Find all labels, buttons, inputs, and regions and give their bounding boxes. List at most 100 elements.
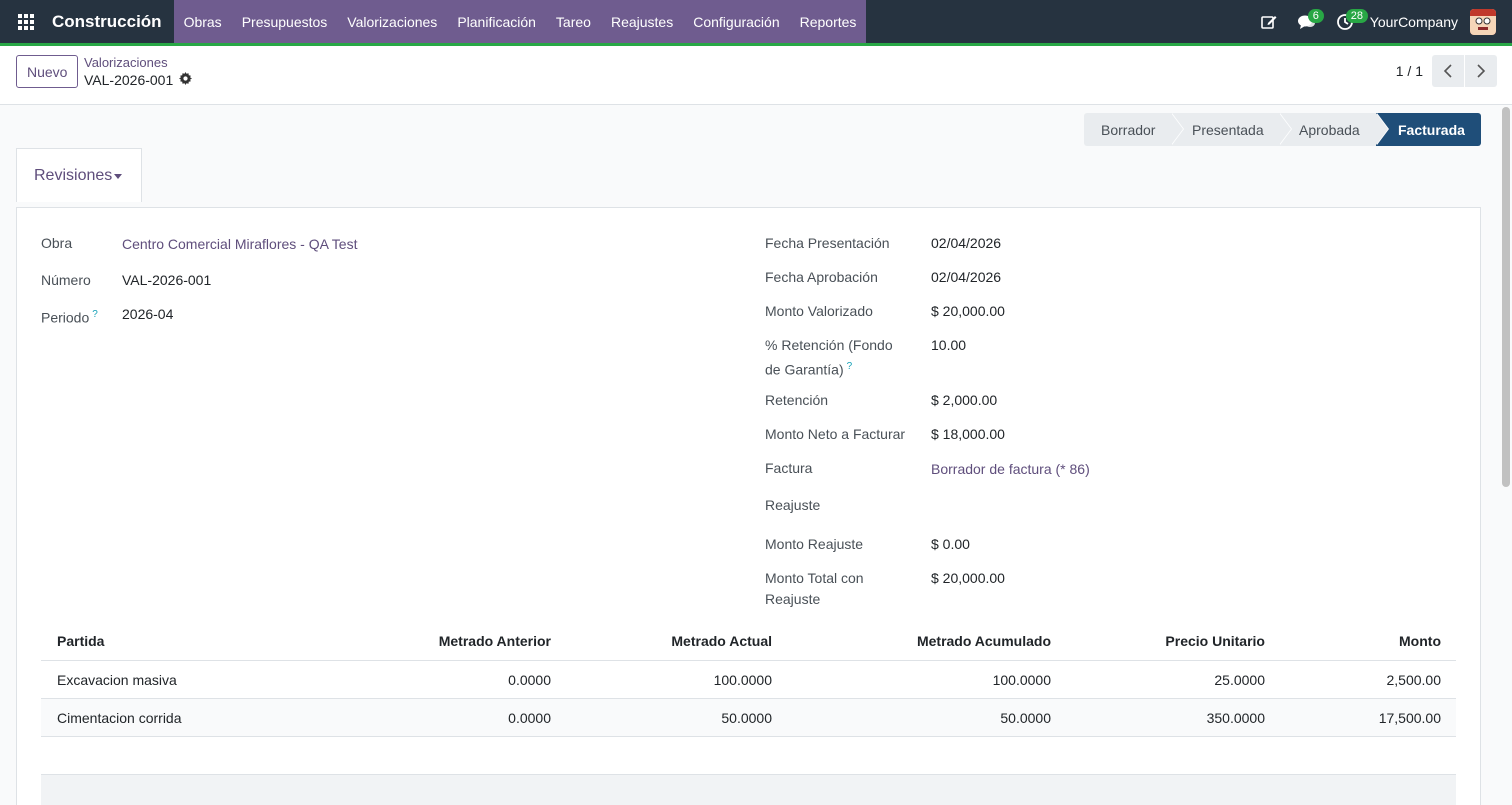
help-icon[interactable]: ? bbox=[92, 309, 98, 320]
revisiones-dropdown[interactable]: Revisiones bbox=[16, 148, 142, 202]
pager-next-button[interactable] bbox=[1465, 55, 1497, 87]
label-retencion-pct-line2: de Garantía) bbox=[765, 361, 844, 378]
table-empty-row bbox=[41, 737, 1456, 775]
value-monto-reajuste[interactable]: $ 0.00 bbox=[931, 536, 970, 552]
revisiones-label: Revisiones bbox=[34, 166, 113, 184]
caret-down-icon bbox=[114, 174, 123, 179]
label-numero: Número bbox=[41, 272, 91, 288]
label-retencion-pct-line1: % Retención (Fondo bbox=[765, 337, 893, 353]
cell-partida: Excavacion masiva bbox=[57, 671, 177, 688]
label-retencion: Retención bbox=[765, 392, 829, 408]
value-factura[interactable]: Borrador de factura (* 86) bbox=[931, 461, 1090, 477]
column-header-monto[interactable]: Monto bbox=[1399, 632, 1441, 649]
stage-label: Facturada bbox=[1398, 121, 1465, 138]
column-header-metrado-anterior[interactable]: Metrado Anterior bbox=[438, 632, 551, 649]
stage-facturada[interactable]: Facturada bbox=[1376, 113, 1481, 146]
label-periodo-text: Periodo bbox=[41, 309, 90, 326]
label-reajuste: Reajuste bbox=[765, 497, 821, 513]
value-fecha-presentacion[interactable]: 02/04/2026 bbox=[931, 235, 1002, 251]
form-sheet: Obra Centro Comercial Miraflores - QA Te… bbox=[16, 207, 1481, 805]
pager-previous-button[interactable] bbox=[1432, 55, 1464, 87]
label-periodo: Periodo? bbox=[41, 304, 98, 329]
cell-monto: 2,500.00 bbox=[1386, 671, 1442, 688]
stage-label: Borrador bbox=[1101, 121, 1156, 138]
column-header-metrado-acumulado[interactable]: Metrado Acumulado bbox=[916, 632, 1051, 649]
edit-icon[interactable] bbox=[1250, 0, 1288, 43]
table-footer bbox=[41, 775, 1456, 805]
column-header-metrado-actual[interactable]: Metrado Actual bbox=[671, 632, 772, 649]
value-monto-total[interactable]: $ 20,000.00 bbox=[931, 570, 1005, 586]
cell-metrado-acumulado: 50.0000 bbox=[1000, 709, 1051, 726]
stage-label: Presentada bbox=[1192, 121, 1264, 138]
cell-partida: Cimentacion corrida bbox=[57, 709, 182, 726]
value-obra[interactable]: Centro Comercial Miraflores - QA Test bbox=[122, 236, 358, 252]
label-monto-total: Monto Total con Reajuste bbox=[765, 568, 915, 610]
table-row[interactable]: Cimentacion corrida 0.0000 50.0000 50.00… bbox=[41, 699, 1456, 737]
menu-item-obras[interactable]: Obras bbox=[183, 13, 222, 30]
value-periodo[interactable]: 2026-04 bbox=[122, 306, 174, 322]
pager-value[interactable]: 1 / 1 bbox=[1395, 63, 1423, 79]
table-header: Partida Metrado Anterior Metrado Actual … bbox=[41, 621, 1456, 661]
messages-badge: 6 bbox=[1307, 9, 1324, 23]
status-bar: Borrador Presentada Aprobada Facturada bbox=[1084, 113, 1481, 146]
label-fecha-presentacion: Fecha Presentación bbox=[765, 235, 890, 251]
breadcrumb-parent[interactable]: Valorizaciones bbox=[84, 55, 168, 70]
navbar-systray: 6 28 YourCompany bbox=[1250, 0, 1512, 43]
label-monto-reajuste: Monto Reajuste bbox=[765, 536, 864, 552]
value-retencion-pct[interactable]: 10.00 bbox=[931, 337, 967, 353]
cell-metrado-acumulado: 100.0000 bbox=[992, 671, 1051, 688]
app-brand[interactable]: Construcción bbox=[52, 11, 162, 31]
value-numero[interactable]: VAL-2026-001 bbox=[122, 272, 212, 288]
page-scrollbar[interactable] bbox=[1502, 107, 1510, 487]
label-fecha-aprobacion: Fecha Aprobación bbox=[765, 269, 878, 285]
column-header-precio-unitario[interactable]: Precio Unitario bbox=[1165, 632, 1265, 649]
cell-precio-unitario: 350.0000 bbox=[1206, 709, 1265, 726]
label-monto-total-line1: Monto Total con bbox=[765, 570, 864, 586]
gear-icon[interactable] bbox=[179, 72, 193, 88]
menu-item-tareo[interactable]: Tareo bbox=[555, 13, 591, 30]
cell-metrado-anterior: 0.0000 bbox=[508, 709, 551, 726]
label-monto-neto: Monto Neto a Facturar bbox=[765, 426, 906, 442]
control-panel: Nuevo Valorizaciones VAL-2026-001 1 / 1 bbox=[0, 46, 1512, 105]
chevron-left-icon bbox=[1443, 64, 1452, 78]
label-obra: Obra bbox=[41, 235, 73, 251]
column-header-partida[interactable]: Partida bbox=[57, 632, 105, 649]
menu-item-presupuestos[interactable]: Presupuestos bbox=[241, 13, 328, 30]
messages-icon[interactable]: 6 bbox=[1288, 0, 1326, 43]
menu-item-reajustes[interactable]: Reajustes bbox=[610, 13, 674, 30]
label-retencion-pct: % Retención (Fondo de Garantía)? bbox=[765, 335, 915, 381]
cell-metrado-anterior: 0.0000 bbox=[508, 671, 551, 688]
value-monto-valorizado[interactable]: $ 20,000.00 bbox=[931, 303, 1005, 319]
top-navbar: Construcción Obras Presupuestos Valoriza… bbox=[0, 0, 1512, 46]
new-button[interactable]: Nuevo bbox=[16, 55, 79, 88]
stage-label: Aprobada bbox=[1299, 121, 1360, 138]
user-avatar[interactable] bbox=[1470, 8, 1496, 35]
menu-item-configuracion[interactable]: Configuración bbox=[693, 13, 780, 30]
label-monto-total-line2: Reajuste bbox=[765, 591, 821, 607]
value-monto-neto[interactable]: $ 18,000.00 bbox=[931, 426, 1005, 442]
company-switcher[interactable]: YourCompany bbox=[1369, 13, 1458, 30]
activities-badge: 28 bbox=[1345, 9, 1369, 23]
menu-item-valorizaciones[interactable]: Valorizaciones bbox=[347, 13, 438, 30]
stage-borrador[interactable]: Borrador bbox=[1084, 113, 1184, 146]
apps-menu-icon[interactable] bbox=[0, 0, 52, 43]
value-fecha-aprobacion[interactable]: 02/04/2026 bbox=[931, 269, 1002, 285]
value-retencion[interactable]: $ 2,000.00 bbox=[931, 392, 998, 408]
cell-metrado-actual: 100.0000 bbox=[713, 671, 772, 688]
cell-monto: 17,500.00 bbox=[1378, 709, 1441, 726]
value-reajuste[interactable] bbox=[931, 495, 1131, 516]
breadcrumb-current: VAL-2026-001 bbox=[84, 72, 193, 88]
partidas-table: Partida Metrado Anterior Metrado Actual … bbox=[41, 621, 1456, 805]
main-menu: Obras Presupuestos Valorizaciones Planif… bbox=[173, 0, 867, 43]
stage-presentada[interactable]: Presentada bbox=[1171, 113, 1292, 146]
help-icon[interactable]: ? bbox=[846, 361, 853, 372]
chevron-right-icon bbox=[1477, 64, 1486, 78]
menu-item-planificacion[interactable]: Planificación bbox=[457, 13, 536, 30]
cell-precio-unitario: 25.0000 bbox=[1214, 671, 1265, 688]
menu-item-reportes[interactable]: Reportes bbox=[799, 13, 857, 30]
table-row[interactable]: Excavacion masiva 0.0000 100.0000 100.00… bbox=[41, 661, 1456, 699]
stage-aprobada[interactable]: Aprobada bbox=[1279, 113, 1389, 146]
activities-clock-icon[interactable]: 28 bbox=[1326, 0, 1369, 43]
label-monto-valorizado: Monto Valorizado bbox=[765, 303, 873, 319]
cell-metrado-actual: 50.0000 bbox=[721, 709, 772, 726]
